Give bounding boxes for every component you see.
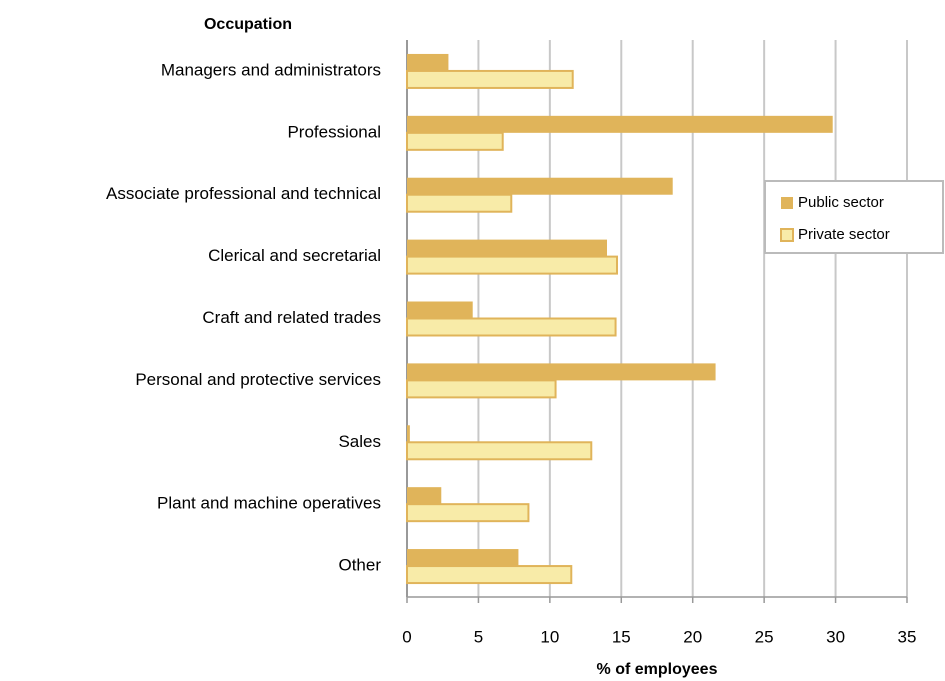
y-tick-label: Other bbox=[338, 556, 381, 575]
x-tick-label: 0 bbox=[402, 627, 411, 646]
x-tick-label: 20 bbox=[683, 627, 702, 646]
x-tick-label: 5 bbox=[474, 627, 483, 646]
legend-box bbox=[764, 180, 944, 254]
y-tick-label: Associate professional and technical bbox=[106, 184, 381, 203]
x-tick-label: 10 bbox=[540, 627, 559, 646]
x-tick-label: 15 bbox=[612, 627, 631, 646]
bar bbox=[407, 487, 442, 505]
bar bbox=[407, 363, 716, 381]
y-tick-label: Personal and protective services bbox=[135, 370, 381, 389]
y-tick-label: Craft and related trades bbox=[202, 308, 381, 327]
bar bbox=[407, 301, 473, 319]
legend-label: Private sector bbox=[798, 226, 890, 243]
bar bbox=[406, 193, 513, 213]
bar bbox=[407, 549, 519, 567]
bar bbox=[407, 177, 673, 195]
bar bbox=[406, 441, 593, 461]
bar bbox=[407, 53, 449, 71]
y-tick-label: Managers and administrators bbox=[161, 60, 381, 79]
bar bbox=[406, 565, 573, 585]
y-axis-title: Occupation bbox=[204, 16, 292, 33]
y-tick-label: Professional bbox=[287, 122, 381, 141]
legend-label: Public sector bbox=[798, 194, 884, 211]
bar bbox=[406, 69, 574, 89]
y-tick-label: Plant and machine operatives bbox=[157, 494, 381, 513]
bar bbox=[407, 425, 410, 443]
bar bbox=[407, 239, 607, 257]
x-axis-title: % of employees bbox=[597, 661, 718, 678]
y-tick-label: Sales bbox=[338, 432, 381, 451]
x-tick-label: 35 bbox=[898, 627, 917, 646]
bar bbox=[406, 379, 557, 399]
y-tick-label: Clerical and secretarial bbox=[208, 246, 381, 265]
legend-swatch bbox=[780, 228, 794, 242]
bar bbox=[407, 115, 833, 133]
bar bbox=[406, 503, 530, 523]
bar bbox=[406, 131, 504, 151]
bar bbox=[406, 317, 617, 337]
bar bbox=[406, 255, 618, 275]
x-tick-label: 25 bbox=[755, 627, 774, 646]
legend-swatch bbox=[781, 197, 793, 209]
x-tick-label: 30 bbox=[826, 627, 845, 646]
